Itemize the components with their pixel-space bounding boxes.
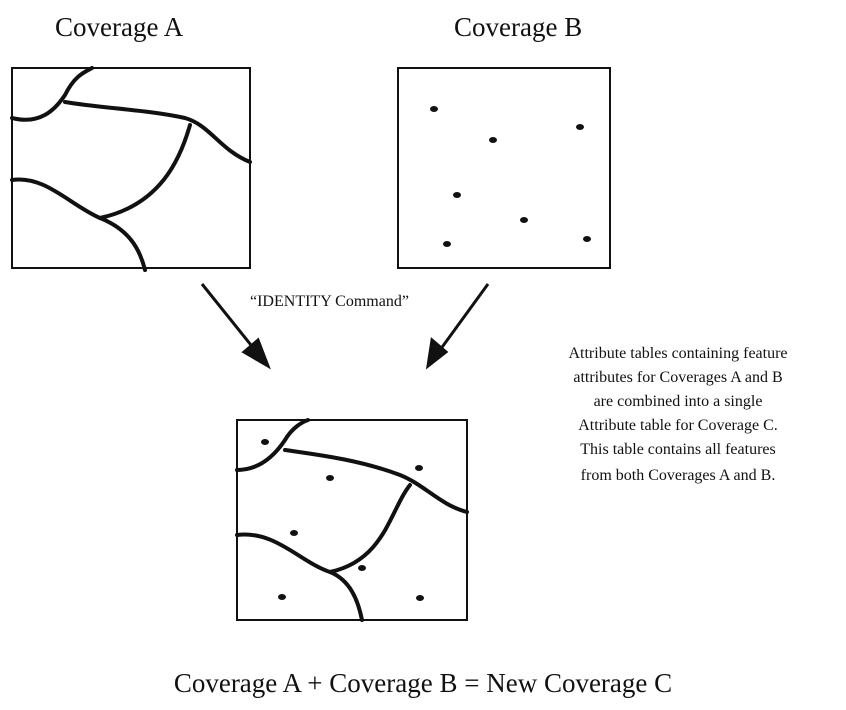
coverage-c <box>235 418 469 622</box>
label-a: Coverage A <box>55 12 184 42</box>
description-line: Attribute table for Coverage C. <box>578 417 778 434</box>
label-b: Coverage B <box>454 12 582 42</box>
coverage-a <box>10 66 252 272</box>
description-line: Attribute tables containing feature <box>568 345 787 362</box>
description: Attribute tables containing feature attr… <box>568 345 787 484</box>
description-line: This table contains all features <box>580 441 775 458</box>
description-line: are combined into a single <box>594 393 763 410</box>
description-line: from both Coverages A and B. <box>581 467 776 484</box>
equation: Coverage A + Coverage B = New Coverage C <box>174 668 672 698</box>
description-line: attributes for Coverages A and B <box>573 369 782 386</box>
arrows <box>200 283 490 370</box>
coverage-b <box>397 67 611 269</box>
command-label: “IDENTITY Command” <box>250 293 409 310</box>
